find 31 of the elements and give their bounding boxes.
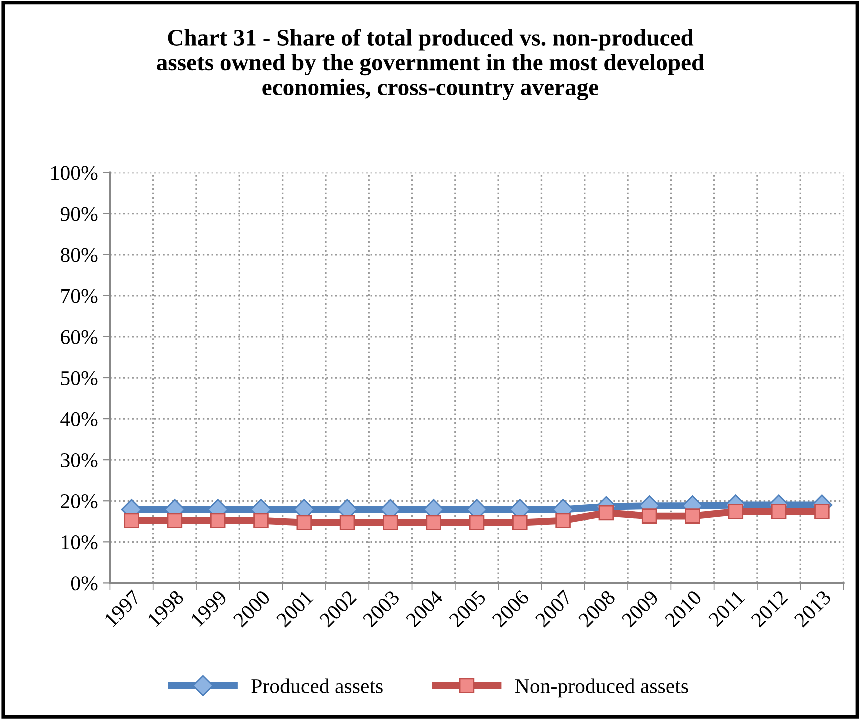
y-tick-label: 100% bbox=[52, 166, 98, 180]
point bbox=[469, 515, 485, 531]
point bbox=[210, 513, 226, 528]
point bbox=[642, 508, 658, 524]
y-tick-label: 70% bbox=[62, 289, 98, 304]
point bbox=[167, 513, 183, 528]
point bbox=[556, 513, 571, 528]
point bbox=[685, 508, 700, 524]
point bbox=[814, 504, 830, 520]
y-tick-label: 10% bbox=[62, 536, 98, 550]
point bbox=[124, 513, 140, 528]
point bbox=[771, 504, 787, 520]
point bbox=[254, 513, 269, 528]
point bbox=[598, 505, 614, 521]
point bbox=[512, 515, 528, 531]
y-tick-label: 0% bbox=[71, 576, 98, 591]
point bbox=[728, 504, 744, 520]
chart-title: Chart 31 - Share of total produced vs. non-produced assets owned by the government in the most developed economies, cross-country average bbox=[157, 29, 704, 100]
legend-label: Produced assets bbox=[252, 678, 383, 694]
y-tick-label: 90% bbox=[60, 207, 98, 222]
point bbox=[383, 515, 398, 531]
y-tick-label: 60% bbox=[61, 330, 98, 344]
point bbox=[426, 515, 442, 531]
y-tick-label: 40% bbox=[60, 412, 98, 427]
point bbox=[296, 515, 312, 531]
y-tick-label: 30% bbox=[61, 453, 98, 468]
point bbox=[340, 515, 356, 531]
legend-label: Non-produced assets bbox=[515, 678, 688, 698]
y-tick-label: 20% bbox=[61, 494, 98, 509]
y-tick-label: 50% bbox=[61, 371, 98, 386]
y-tick-label: 80% bbox=[61, 248, 98, 262]
